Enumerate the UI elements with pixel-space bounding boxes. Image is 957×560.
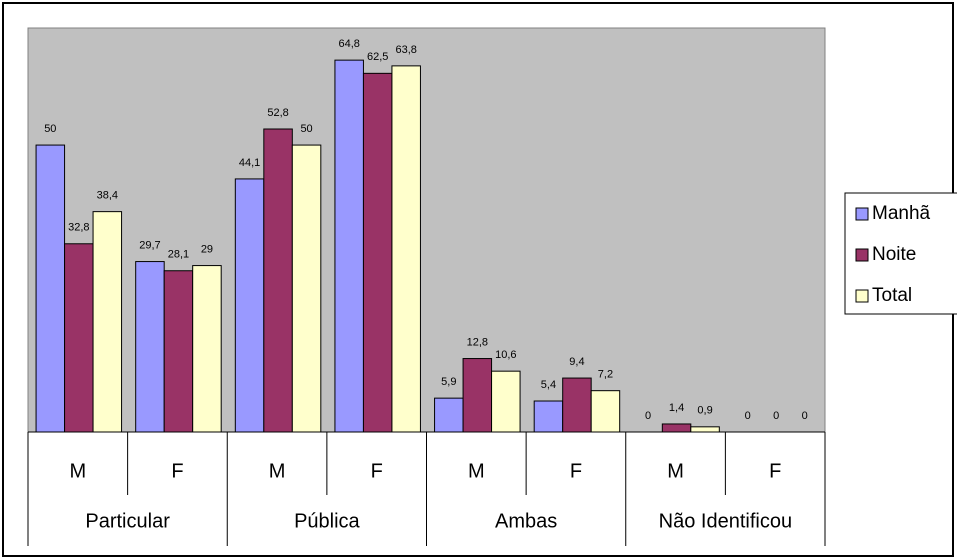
- x-tick-label: M: [269, 460, 286, 482]
- data-label: 38,4: [97, 190, 118, 202]
- data-label: 0,9: [697, 405, 712, 417]
- data-label: 29,7: [139, 239, 160, 251]
- data-label: 44,1: [239, 157, 260, 169]
- bar: [661, 423, 692, 433]
- bar: [192, 265, 222, 433]
- legend-swatch: [855, 289, 869, 303]
- data-label: 32,8: [68, 222, 89, 234]
- data-label: 29: [201, 243, 213, 255]
- group-label: Particular: [85, 510, 170, 532]
- x-tick-label: F: [570, 460, 582, 482]
- bar: [135, 261, 165, 433]
- bar: [92, 211, 123, 433]
- bar: [391, 65, 421, 433]
- bar: [64, 243, 94, 433]
- bar: [562, 377, 592, 433]
- bar: [590, 390, 621, 433]
- data-label: 10,6: [495, 349, 516, 361]
- data-label: 0: [802, 410, 808, 422]
- x-tick-label: F: [769, 460, 781, 482]
- x-tick-label: M: [468, 460, 485, 482]
- data-label: 52,8: [267, 107, 288, 119]
- data-label: 7,2: [598, 369, 613, 381]
- data-label: 63,8: [395, 44, 416, 56]
- data-label: 12,8: [467, 336, 488, 348]
- x-tick-label: M: [667, 460, 684, 482]
- bar: [234, 178, 265, 433]
- data-label: 5,4: [541, 379, 556, 391]
- bar: [462, 358, 493, 433]
- bar: [491, 370, 521, 433]
- data-label: 62,5: [367, 51, 388, 63]
- bar: [362, 72, 393, 433]
- data-label: 50: [44, 123, 56, 135]
- data-label: 64,8: [338, 38, 359, 50]
- group-label: Ambas: [495, 510, 557, 532]
- x-tick-label: M: [69, 460, 86, 482]
- data-label: 50: [300, 123, 312, 135]
- data-label: 0: [645, 410, 651, 422]
- bar: [434, 397, 464, 433]
- x-tick-label: F: [371, 460, 383, 482]
- bar: [690, 426, 720, 433]
- bar: [533, 400, 564, 433]
- x-tick-label: F: [171, 460, 183, 482]
- legend-swatch: [855, 248, 869, 262]
- data-label: 1,4: [669, 402, 684, 414]
- legend-swatch: [855, 207, 869, 221]
- data-label: 0: [773, 410, 779, 422]
- legend-label: Total: [872, 285, 912, 306]
- bar: [35, 144, 66, 433]
- data-label: 5,9: [441, 376, 456, 388]
- bar: [334, 59, 364, 433]
- bar: [263, 128, 293, 433]
- data-label: 0: [745, 410, 751, 422]
- bar: [291, 144, 322, 433]
- legend-label: Manhã: [872, 203, 931, 224]
- group-label: Não Identificou: [659, 510, 792, 532]
- bar: [163, 270, 194, 433]
- data-label: 9,4: [569, 356, 584, 368]
- data-label: 28,1: [168, 249, 189, 261]
- group-label: Pública: [294, 510, 360, 532]
- legend-label: Noite: [872, 244, 916, 265]
